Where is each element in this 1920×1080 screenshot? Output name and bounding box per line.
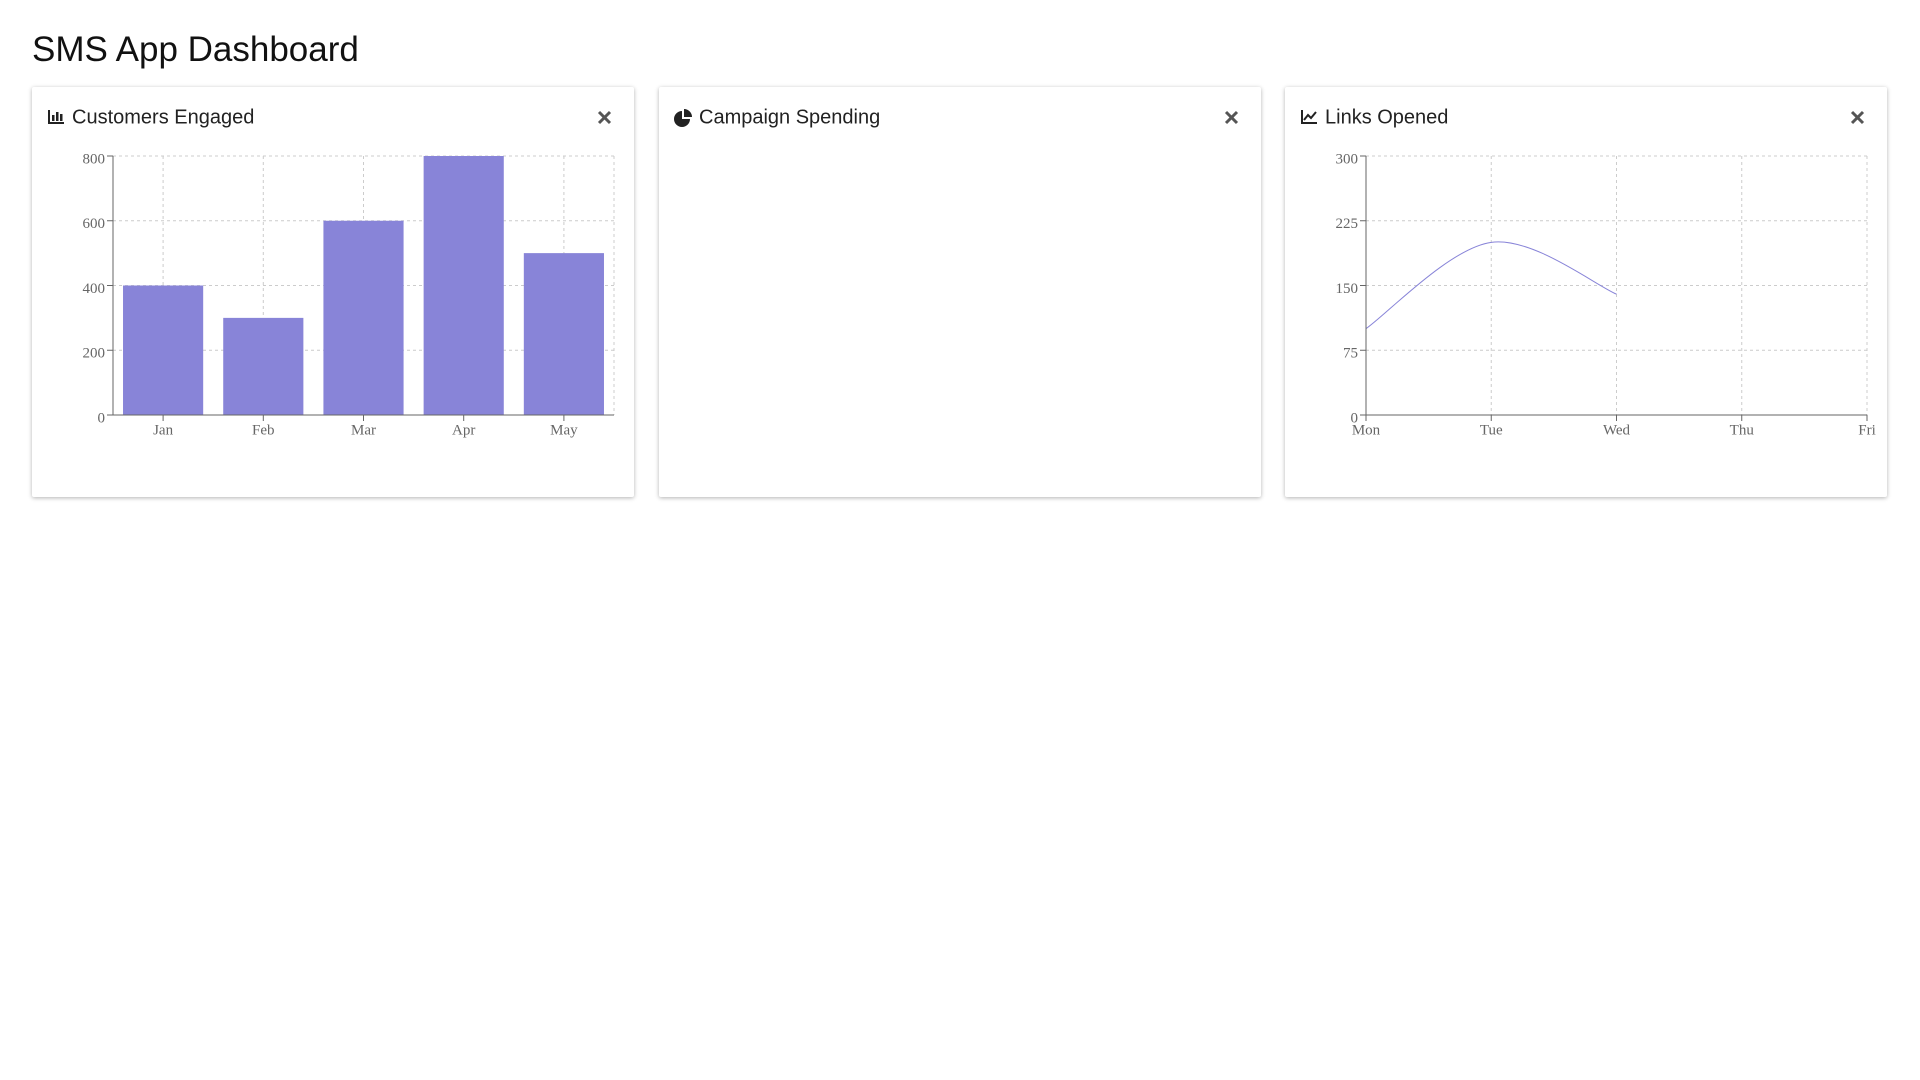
y-tick-label: 0 <box>1351 410 1359 426</box>
widget-card: Links Opened 0 75 150 225 300 Mon Tue Wed Thu Fri <box>1285 87 1887 497</box>
close-button[interactable] <box>597 110 612 125</box>
y-tick-label: 600 <box>83 216 106 232</box>
x-tick-label: Thu <box>1730 422 1755 438</box>
bar <box>423 156 504 415</box>
line-series <box>1365 241 1617 330</box>
widget-card: Customers Engaged 0 200 400 600 800 Jan Feb Mar… <box>32 87 634 497</box>
y-tick-label: 200 <box>83 346 106 362</box>
close-button[interactable] <box>1224 110 1239 125</box>
x-tick-label: Mon <box>1352 422 1381 438</box>
chart: Campaign Spending <box>674 106 1239 128</box>
page-title: SMS App Dashboard <box>32 30 359 69</box>
x-tick-label: Mar <box>351 422 376 438</box>
x-tick-label: May <box>550 422 578 438</box>
x-tick-label: Fri <box>1858 422 1876 438</box>
y-tick-label: 300 <box>1336 151 1359 167</box>
line-chart-icon <box>1301 110 1317 124</box>
x-tick-label: Apr <box>452 422 475 438</box>
y-tick-label: 225 <box>1336 216 1359 232</box>
y-tick-label: 0 <box>98 410 106 426</box>
y-tick-label: 400 <box>83 281 106 297</box>
widget-card: Campaign Spending <box>659 87 1261 497</box>
y-tick-label: 800 <box>83 151 106 167</box>
close-button[interactable] <box>1850 110 1865 125</box>
widget-title: Links Opened <box>1325 106 1448 128</box>
bar <box>523 253 604 415</box>
pie-chart-icon <box>674 109 692 127</box>
widget-title: Customers Engaged <box>72 106 254 128</box>
bar <box>223 317 304 415</box>
bar <box>323 220 404 415</box>
x-tick-label: Wed <box>1603 422 1631 438</box>
chart: Links Opened 0 75 150 225 300 Mon Tue Wed Thu Fri <box>1301 106 1876 438</box>
chart: Customers Engaged 0 200 400 600 800 Jan Feb Mar… <box>48 106 615 438</box>
x-tick-label: Feb <box>252 422 274 438</box>
widget-title: Campaign Spending <box>699 106 880 128</box>
x-tick-label: Jan <box>153 422 173 438</box>
x-tick-label: Tue <box>1480 422 1503 438</box>
bar <box>123 285 204 415</box>
y-tick-label: 150 <box>1336 281 1359 297</box>
bar-chart-icon <box>48 110 64 124</box>
y-tick-label: 75 <box>1343 346 1358 362</box>
